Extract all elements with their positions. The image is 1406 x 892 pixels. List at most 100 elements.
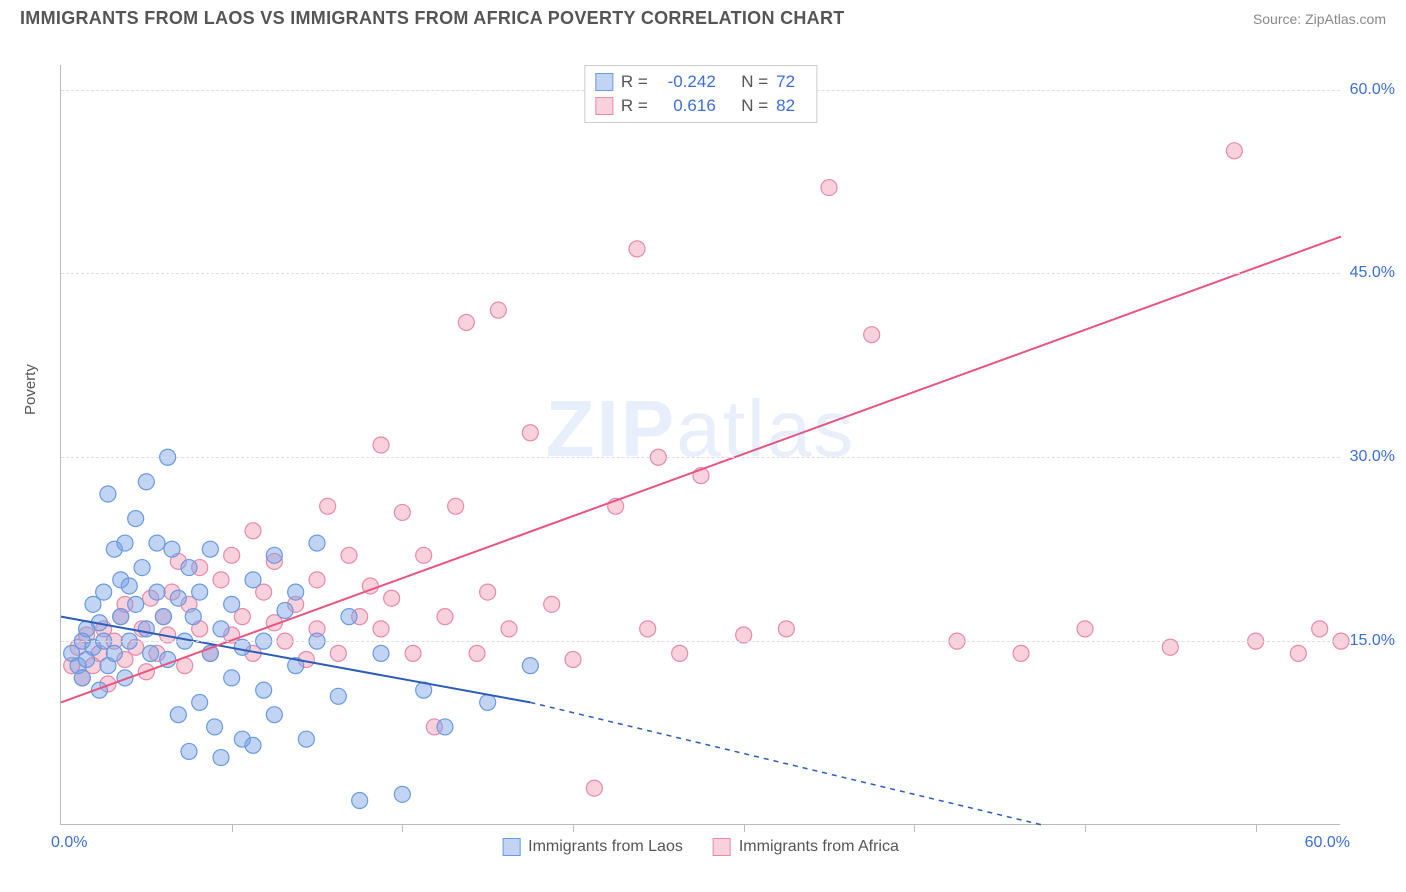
scatter-point-africa xyxy=(640,621,656,637)
scatter-point-africa xyxy=(448,498,464,514)
scatter-point-africa xyxy=(544,596,560,612)
scatter-point-africa xyxy=(821,180,837,196)
scatter-point-africa xyxy=(341,547,357,563)
y-axis-label: Poverty xyxy=(22,364,39,415)
scatter-point-laos xyxy=(394,786,410,802)
scatter-point-africa xyxy=(480,584,496,600)
plot-area: R =-0.242 N =72R =0.616 N =82 ZIPatlas 1… xyxy=(60,65,1340,825)
scatter-point-africa xyxy=(1077,621,1093,637)
bottom-legend: Immigrants from Laos Immigrants from Afri… xyxy=(502,838,899,856)
y-tick-label: 45.0% xyxy=(1350,264,1395,282)
scatter-point-africa xyxy=(565,652,581,668)
scatter-point-laos xyxy=(143,645,159,661)
source-label: Source: ZipAtlas.com xyxy=(1253,11,1386,27)
stat-n-value: 72 xyxy=(776,70,806,94)
stat-n-label: N = xyxy=(741,94,768,118)
scatter-point-laos xyxy=(149,535,165,551)
scatter-point-laos xyxy=(138,621,154,637)
scatter-point-africa xyxy=(469,645,485,661)
scatter-point-laos xyxy=(288,584,304,600)
scatter-point-laos xyxy=(309,535,325,551)
scatter-point-laos xyxy=(245,737,261,753)
scatter-point-laos xyxy=(128,596,144,612)
scatter-point-africa xyxy=(1290,645,1306,661)
y-tick-label: 30.0% xyxy=(1350,448,1395,466)
scatter-point-africa xyxy=(458,314,474,330)
x-max-label: 60.0% xyxy=(1305,834,1350,852)
scatter-point-laos xyxy=(185,609,201,625)
scatter-point-africa xyxy=(416,547,432,563)
scatter-point-africa xyxy=(1013,645,1029,661)
stat-r-label: R = xyxy=(621,70,648,94)
stat-r-value: 0.616 xyxy=(656,94,716,118)
scatter-point-africa xyxy=(405,645,421,661)
scatter-point-laos xyxy=(213,750,229,766)
scatter-point-laos xyxy=(134,560,150,576)
scatter-point-africa xyxy=(213,572,229,588)
scatter-point-laos xyxy=(192,584,208,600)
scatter-point-africa xyxy=(245,523,261,539)
scatter-point-laos xyxy=(522,658,538,674)
x-tick xyxy=(402,824,403,832)
scatter-point-africa xyxy=(224,547,240,563)
scatter-point-laos xyxy=(202,541,218,557)
scatter-point-africa xyxy=(437,609,453,625)
scatter-point-laos xyxy=(181,743,197,759)
stat-n-value: 82 xyxy=(776,94,806,118)
scatter-point-laos xyxy=(170,707,186,723)
scatter-point-laos xyxy=(277,602,293,618)
trend-line-africa xyxy=(61,237,1341,703)
scatter-point-africa xyxy=(778,621,794,637)
scatter-point-africa xyxy=(672,645,688,661)
stat-r-label: R = xyxy=(621,94,648,118)
legend-swatch xyxy=(595,97,613,115)
scatter-point-africa xyxy=(384,590,400,606)
legend-swatch xyxy=(502,838,520,856)
trend-line-laos-extrapolated xyxy=(530,702,1042,825)
scatter-point-laos xyxy=(352,792,368,808)
scatter-point-laos xyxy=(330,688,346,704)
scatter-plot-svg xyxy=(61,65,1340,824)
scatter-point-laos xyxy=(437,719,453,735)
x-tick xyxy=(573,824,574,832)
scatter-point-laos xyxy=(96,584,112,600)
scatter-point-laos xyxy=(106,645,122,661)
stat-r-value: -0.242 xyxy=(656,70,716,94)
x-min-label: 0.0% xyxy=(51,834,87,852)
legend-label: Immigrants from Laos xyxy=(528,838,683,856)
scatter-point-laos xyxy=(224,596,240,612)
grid-line xyxy=(61,273,1340,274)
scatter-point-laos xyxy=(170,590,186,606)
x-tick xyxy=(1085,824,1086,832)
stat-n-label: N = xyxy=(741,70,768,94)
stats-row: R = 0.616 N = 82 xyxy=(595,94,806,118)
x-tick xyxy=(914,824,915,832)
scatter-point-africa xyxy=(373,621,389,637)
scatter-point-africa xyxy=(1312,621,1328,637)
scatter-point-laos xyxy=(74,670,90,686)
scatter-point-laos xyxy=(480,694,496,710)
grid-line xyxy=(61,457,1340,458)
legend-swatch xyxy=(713,838,731,856)
scatter-point-africa xyxy=(330,645,346,661)
scatter-point-laos xyxy=(138,474,154,490)
scatter-point-africa xyxy=(629,241,645,257)
scatter-point-africa xyxy=(864,327,880,343)
legend-item: Immigrants from Africa xyxy=(713,838,899,856)
scatter-point-laos xyxy=(128,511,144,527)
scatter-point-laos xyxy=(341,609,357,625)
scatter-point-laos xyxy=(373,645,389,661)
scatter-point-africa xyxy=(1226,143,1242,159)
scatter-point-africa xyxy=(522,425,538,441)
scatter-point-africa xyxy=(490,302,506,318)
scatter-point-laos xyxy=(224,670,240,686)
scatter-point-laos xyxy=(113,609,129,625)
scatter-point-laos xyxy=(256,682,272,698)
scatter-point-africa xyxy=(320,498,336,514)
stats-legend-box: R = -0.242 N = 72 R = 0.616 N = 82 xyxy=(584,65,817,123)
scatter-point-laos xyxy=(155,609,171,625)
x-tick xyxy=(744,824,745,832)
scatter-point-africa xyxy=(501,621,517,637)
y-tick-label: 60.0% xyxy=(1350,81,1395,99)
scatter-point-laos xyxy=(266,547,282,563)
